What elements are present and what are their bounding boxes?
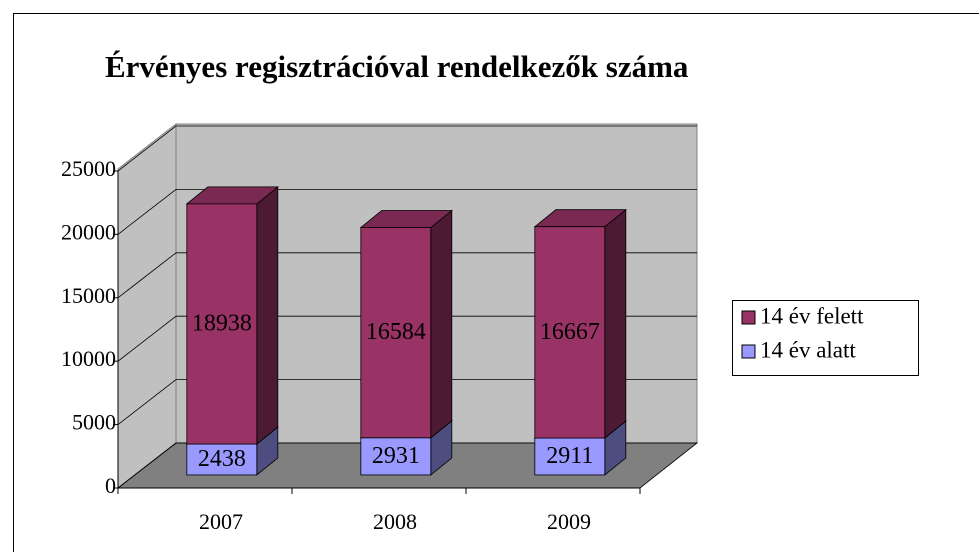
grid-line (117, 315, 177, 362)
legend-swatch (741, 344, 756, 359)
bar-side (430, 209, 453, 439)
bar (534, 226, 606, 439)
grid-line (117, 189, 177, 235)
y-tick-label: 15000 (61, 283, 116, 308)
bar-side (604, 208, 627, 439)
y-tick-label: 10000 (61, 346, 116, 371)
x-tick-label: 2007 (199, 509, 243, 534)
legend-label: 14 év alatt (760, 337, 856, 362)
grid-line (117, 379, 177, 425)
data-label: 18938 (192, 310, 252, 336)
y-tick-label: 20000 (61, 219, 116, 244)
legend (732, 300, 919, 376)
data-label: 2438 (198, 446, 246, 472)
bar (186, 203, 258, 445)
x-tick-label: 2008 (373, 509, 417, 534)
data-label: 16667 (540, 319, 600, 345)
legend-label: 14 év felett (760, 303, 864, 328)
bar-side (256, 186, 279, 445)
y-tick-label: 0 (105, 473, 116, 498)
side-wall (117, 122, 177, 490)
y-tick-label: 25000 (61, 156, 116, 181)
legend-swatch (741, 310, 756, 325)
bar (534, 437, 606, 476)
chart-title: Érvényes regisztrációval rendelkezők szá… (105, 49, 689, 84)
data-label: 16584 (366, 319, 426, 345)
data-label: 2911 (546, 443, 593, 469)
grid-line (117, 125, 177, 172)
bar (186, 443, 258, 476)
bar (360, 227, 432, 439)
data-label: 2931 (372, 443, 420, 469)
grid-line (117, 442, 177, 489)
x-tick-label: 2009 (547, 509, 591, 534)
y-tick-label: 5000 (72, 410, 116, 435)
grid-line (117, 252, 177, 299)
